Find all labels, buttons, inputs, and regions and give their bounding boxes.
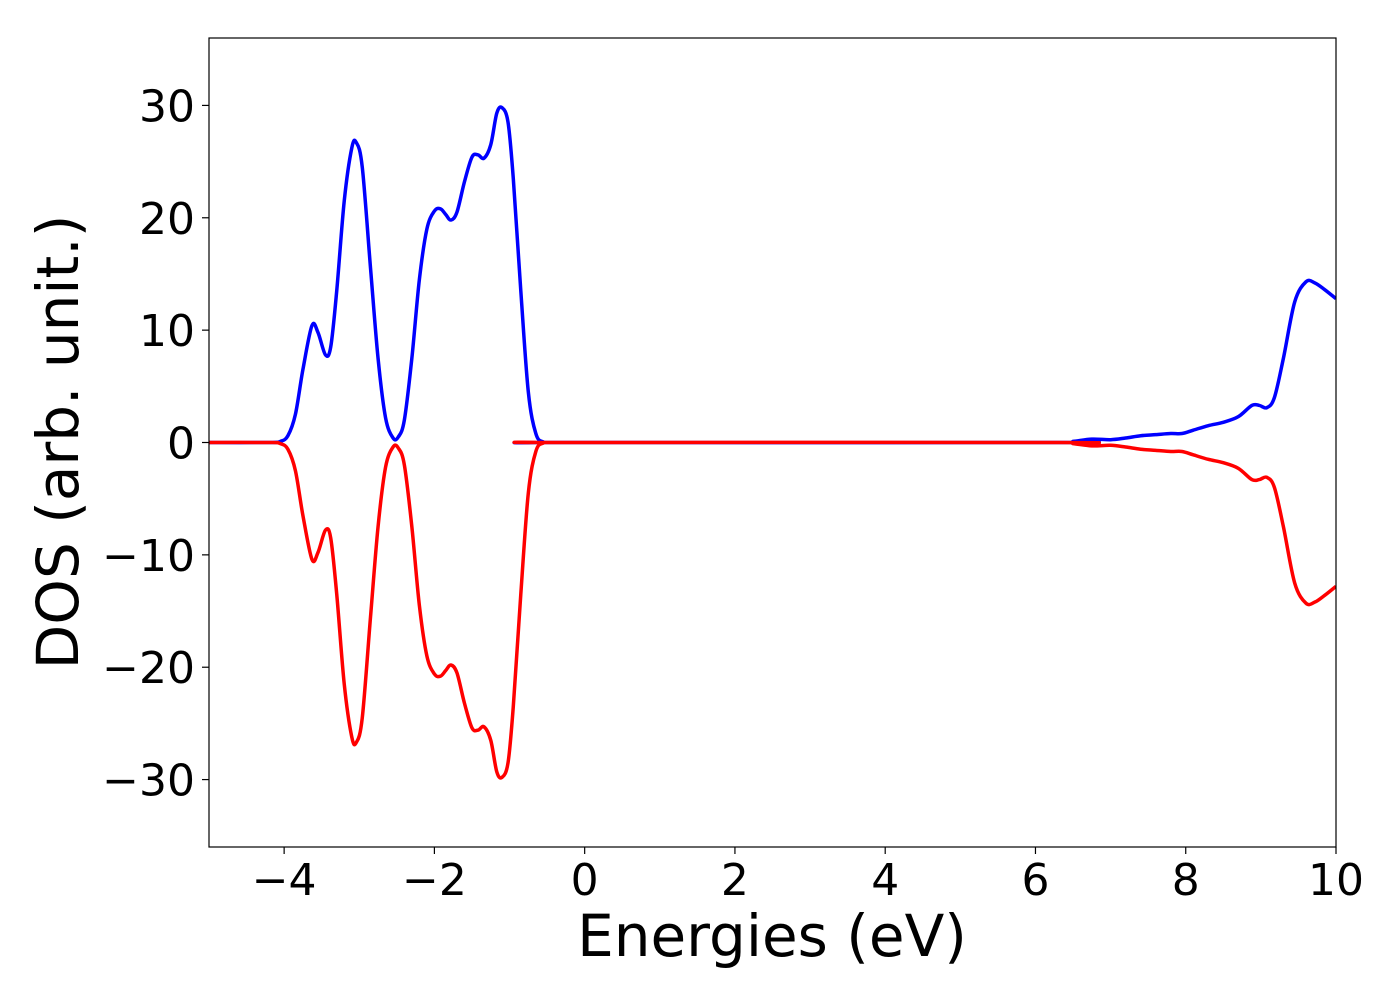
y-tick-label: 10 — [139, 306, 195, 357]
x-tick-label: 0 — [571, 855, 599, 906]
x-axis-ticks: −4 −2 0 2 4 6 8 10 — [252, 847, 1364, 906]
y-axis-label: DOS (arb. unit.) — [24, 215, 92, 670]
series-line-positive — [209, 105, 1336, 445]
x-tick-label: 10 — [1308, 855, 1364, 906]
y-tick-label: 20 — [139, 194, 195, 245]
series-layer — [209, 105, 1336, 780]
x-tick-label: 4 — [871, 855, 899, 906]
x-tick-label: −4 — [252, 855, 317, 906]
x-tick-label: 8 — [1172, 855, 1200, 906]
series-line-negative — [209, 440, 1336, 780]
x-tick-label: 2 — [721, 855, 749, 906]
y-tick-label: 0 — [167, 419, 195, 470]
y-tick-label: 30 — [139, 81, 195, 132]
x-tick-label: 6 — [1021, 855, 1049, 906]
y-tick-label: −10 — [102, 531, 195, 582]
y-tick-label: −30 — [102, 756, 195, 807]
y-tick-label: −20 — [102, 643, 195, 694]
x-tick-label: −2 — [402, 855, 467, 906]
y-axis-ticks: −30 −20 −10 0 10 20 30 — [102, 81, 209, 807]
x-axis-label: Energies (eV) — [577, 902, 967, 970]
